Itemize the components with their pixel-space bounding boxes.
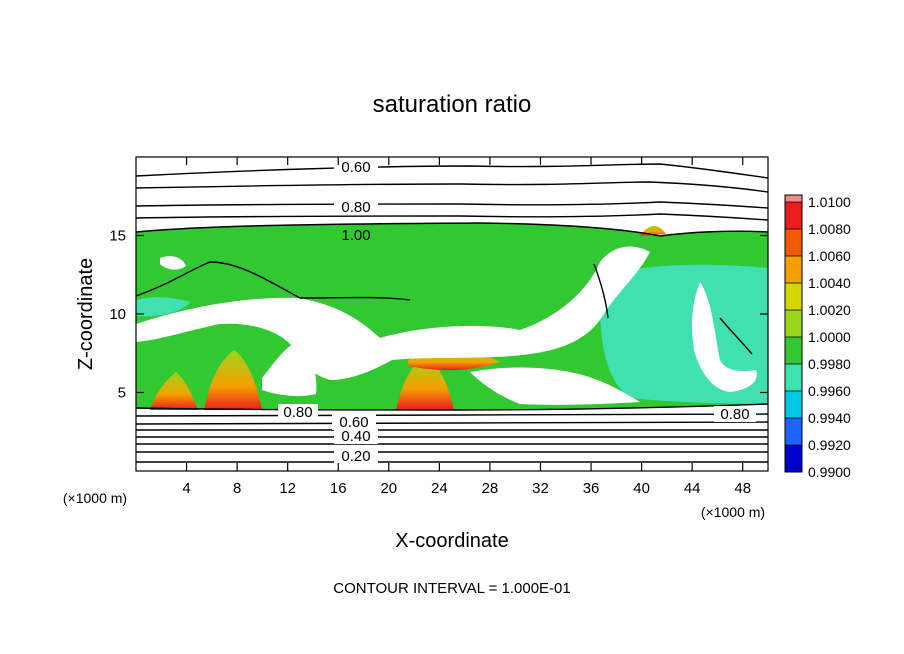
colorbar-label: 0.9900 — [808, 464, 851, 480]
svg-text:1.00: 1.00 — [341, 227, 370, 244]
y-axis-unit: (×1000 m) — [63, 490, 127, 506]
subsaturated-region — [136, 297, 190, 317]
chart-title: saturation ratio — [373, 91, 532, 118]
svg-text:0.80: 0.80 — [341, 199, 370, 216]
y-axis-label: Z-coordinate — [75, 258, 97, 370]
colorbar-label: 0.9940 — [808, 410, 851, 426]
y-tick-label: 5 — [118, 385, 126, 402]
x-tick-label: 44 — [684, 480, 701, 497]
colorbar-swatch — [785, 418, 802, 445]
colorbar-swatch — [785, 337, 802, 364]
colorbar-swatch — [785, 256, 802, 283]
contour-labels: 0.60 0.80 1.00 0.80 0.60 0.40 0.20 0.80 — [278, 158, 756, 465]
plot-area: 0.60 0.80 1.00 0.80 0.60 0.40 0.20 0.80 — [136, 158, 768, 465]
x-axis-label: X-coordinate — [395, 530, 508, 552]
colorbar-label: 1.0040 — [808, 275, 851, 291]
colorbar-swatch — [785, 445, 802, 472]
colorbar-label: 1.0100 — [808, 194, 851, 210]
y-tick-label: 15 — [109, 228, 126, 245]
x-tick-label: 12 — [279, 480, 296, 497]
contour-interval-note: CONTOUR INTERVAL = 1.000E-01 — [333, 580, 570, 597]
colorbar-swatch — [785, 195, 802, 202]
clear-air-gaps — [136, 246, 757, 405]
colorbar-swatch — [785, 391, 802, 418]
svg-text:0.40: 0.40 — [341, 428, 370, 445]
svg-text:0.60: 0.60 — [339, 414, 368, 431]
x-axis-unit: (×1000 m) — [701, 504, 765, 520]
colorbar-label: 1.0020 — [808, 302, 851, 318]
svg-text:0.80: 0.80 — [720, 406, 749, 423]
colorbar-label: 1.0080 — [808, 221, 851, 237]
x-tick-label: 36 — [583, 480, 600, 497]
colorbar-swatch — [785, 283, 802, 310]
x-tick-label: 8 — [233, 480, 241, 497]
colorbar-label: 0.9960 — [808, 383, 851, 399]
x-tick-label: 48 — [734, 480, 751, 497]
x-tick-label: 4 — [182, 480, 190, 497]
x-tick-label: 32 — [532, 480, 549, 497]
y-tick-label: 10 — [109, 306, 126, 323]
colorbar: 1.0100 1.0080 1.0060 1.0040 1.0020 1.0000 0.99… — [784, 194, 851, 480]
colorbar-swatch — [785, 229, 802, 256]
colorbar-label: 0.9920 — [808, 437, 851, 453]
x-tick-label: 20 — [380, 480, 397, 497]
svg-text:0.80: 0.80 — [283, 404, 312, 421]
colorbar-label: 1.0060 — [808, 248, 851, 264]
colorbar-label: 1.0000 — [808, 329, 851, 345]
x-tick-label: 40 — [633, 480, 650, 497]
contour-lines — [136, 163, 768, 463]
svg-text:0.20: 0.20 — [341, 448, 370, 465]
x-tick-label: 24 — [431, 480, 448, 497]
colorbar-swatch — [785, 364, 802, 391]
x-tick-label: 28 — [482, 480, 499, 497]
colorbar-swatch — [785, 310, 802, 337]
svg-text:0.60: 0.60 — [341, 159, 370, 176]
colorbar-swatch — [785, 202, 802, 229]
x-tick-label: 16 — [330, 480, 347, 497]
colorbar-label: 0.9980 — [808, 356, 851, 372]
